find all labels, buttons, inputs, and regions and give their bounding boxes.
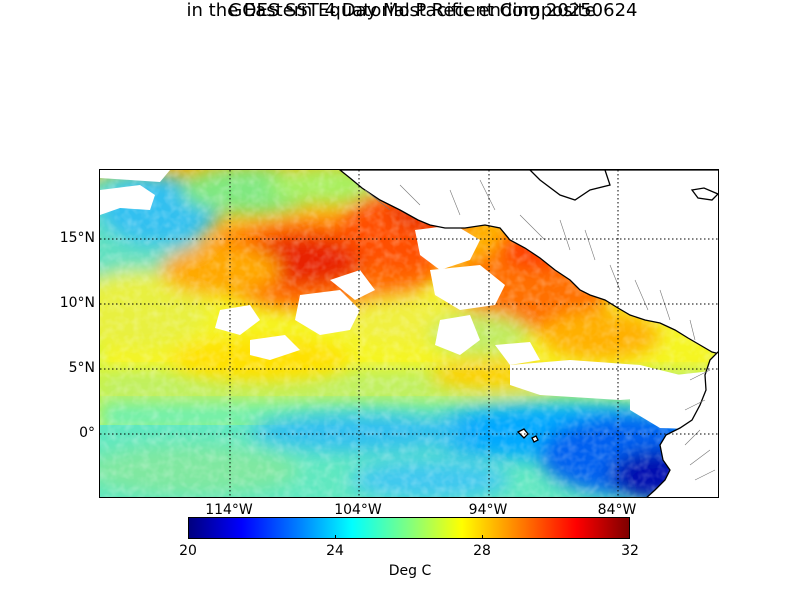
lat-label-0: 0° xyxy=(79,425,95,441)
land-areas xyxy=(338,170,718,497)
graticule xyxy=(100,170,718,497)
map-title-line-2: in the Eastern Equatorial Pacific ending… xyxy=(186,0,638,21)
lon-label-94w: 94°W xyxy=(468,502,508,518)
colorbar-tick-28 xyxy=(482,535,483,539)
colorbar-label-32: 32 xyxy=(621,543,639,559)
country-borders xyxy=(364,179,716,481)
lat-label-10n: 10°N xyxy=(59,295,95,311)
colorbar-label-20: 20 xyxy=(179,543,197,559)
lon-label-84w: 84°W xyxy=(597,502,637,518)
lon-label-114w: 114°W xyxy=(205,502,253,518)
colorbar xyxy=(188,517,630,539)
lon-label-104w: 104°W xyxy=(334,502,382,518)
lat-label-5n: 5°N xyxy=(68,360,95,376)
colorbar-title: Deg C xyxy=(388,563,432,579)
sst-map xyxy=(99,169,719,498)
lat-label-15n: 15°N xyxy=(59,230,95,246)
colorbar-label-24: 24 xyxy=(326,543,344,559)
sst-field xyxy=(100,170,718,497)
colorbar-label-28: 28 xyxy=(473,543,491,559)
colorbar-tick-24 xyxy=(335,535,336,539)
map-title-line-1: GOES SST 4 Day Most Recent Composite xyxy=(228,0,596,21)
